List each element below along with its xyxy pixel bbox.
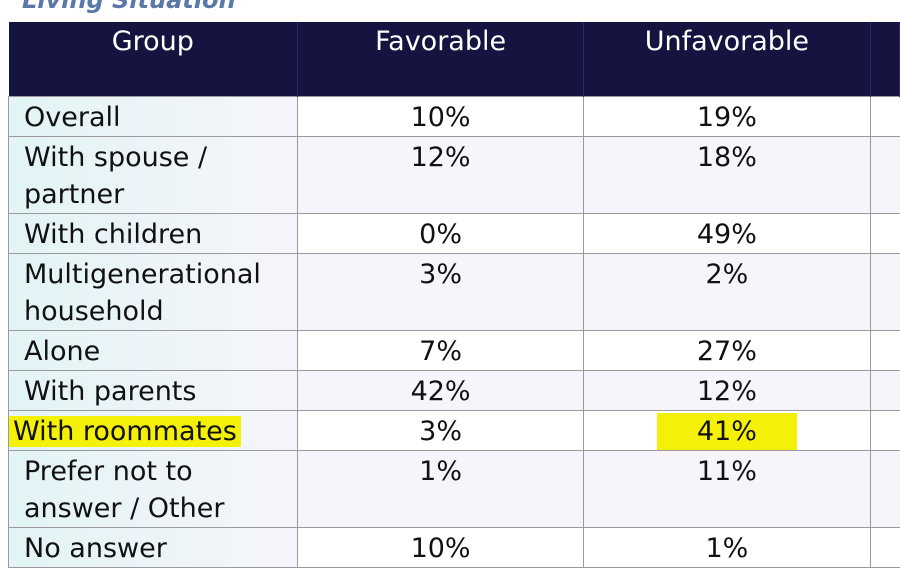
favorable-cell: 12% [297, 135, 585, 214]
group-cell: Overall [7, 95, 299, 137]
highlighted-group-label: With roommates [9, 415, 241, 447]
table-header-row: Group Favorable Unfavorable [8, 22, 900, 96]
unfavorable-cell: 19% [583, 95, 871, 137]
unfavorable-cell: 18% [583, 135, 871, 214]
unfavorable-cell: 1% [583, 526, 871, 568]
unfavorable-cell: 27% [583, 329, 871, 371]
favorable-cell: 10% [297, 95, 585, 137]
table-row: No answer 10% 1% [7, 526, 900, 568]
favorable-cell: 1% [297, 449, 585, 528]
header-favorable: Favorable [297, 22, 585, 96]
group-cell: Prefer not to answer / Other [7, 449, 299, 528]
extra-cell [869, 329, 900, 371]
favorable-cell: 10% [297, 526, 585, 568]
group-cell: No answer [7, 526, 299, 568]
unfavorable-cell: 11% [583, 449, 871, 528]
table-title: Living Situation [22, 0, 236, 14]
favorable-cell: 7% [297, 329, 585, 371]
group-cell: With parents [7, 369, 299, 411]
header-extra-column [870, 22, 900, 96]
table-row: With children 0% 49% [7, 212, 900, 254]
extra-cell [869, 369, 900, 411]
unfavorable-cell: 49% [583, 212, 871, 254]
group-cell: With roommates [7, 409, 299, 451]
extra-cell [869, 409, 900, 451]
highlighted-unfavorable-value: 41% [656, 412, 797, 450]
group-cell: Multigenerational household [7, 252, 299, 331]
extra-cell [869, 135, 900, 214]
unfavorable-cell: 2% [583, 252, 871, 331]
living-situation-table: Group Favorable Unfavorable Overall 10% … [7, 22, 900, 568]
extra-cell [869, 95, 900, 137]
favorable-cell: 3% [297, 409, 585, 451]
header-group: Group [8, 22, 299, 96]
table-row-highlighted: With roommates 3% 41% [7, 409, 900, 451]
group-cell: Alone [7, 329, 299, 371]
table-row: Alone 7% 27% [7, 329, 900, 371]
table-row: With parents 42% 12% [7, 369, 900, 411]
extra-cell [869, 252, 900, 331]
extra-cell [869, 449, 900, 528]
header-unfavorable: Unfavorable [583, 22, 871, 96]
group-cell: With children [7, 212, 299, 254]
unfavorable-cell: 41% [583, 409, 871, 451]
unfavorable-cell: 12% [583, 369, 871, 411]
table-row: Prefer not to answer / Other 1% 11% [7, 449, 900, 528]
table-row: Multigenerational household 3% 2% [7, 252, 900, 331]
favorable-cell: 3% [297, 252, 585, 331]
extra-cell [869, 526, 900, 568]
extra-cell [869, 212, 900, 254]
favorable-cell: 42% [297, 369, 585, 411]
table-row: With spouse / partner 12% 18% [7, 135, 900, 214]
group-cell: With spouse / partner [7, 135, 299, 214]
favorable-cell: 0% [297, 212, 585, 254]
table-row: Overall 10% 19% [7, 95, 900, 137]
